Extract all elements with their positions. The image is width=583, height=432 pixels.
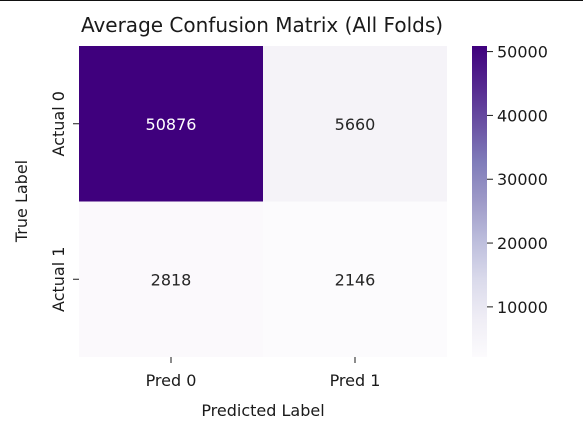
x-tick-label: Pred 1	[330, 371, 381, 390]
cell-value-label: 2818	[151, 270, 192, 289]
heatmap-cell	[79, 46, 263, 202]
x-tick-label: Pred 0	[146, 371, 197, 390]
colorbar-tick-label: 40000	[497, 106, 548, 125]
x-axis-ticks: Pred 0 Pred 1	[146, 357, 381, 390]
cell-value-label: 5660	[335, 115, 376, 134]
heatmap-grid: 50876 5660 2818 2146	[79, 46, 447, 357]
colorbar-gradient	[472, 46, 487, 357]
x-axis-label: Predicted Label	[201, 401, 324, 420]
y-axis-ticks: Actual 0 Actual 1	[49, 91, 79, 312]
colorbar-tick-label: 50000	[497, 43, 548, 62]
y-tick-label: Actual 1	[49, 247, 68, 312]
cell-value-label: 50876	[146, 115, 197, 134]
heatmap-cell	[79, 201, 263, 357]
heatmap-cell	[263, 201, 447, 357]
colorbar-tick-label: 10000	[497, 298, 548, 317]
heatmap-cell	[263, 46, 447, 202]
colorbar: 10000 20000 30000 40000 50000	[472, 43, 548, 357]
cell-value-label: 2146	[335, 270, 376, 289]
colorbar-ticks: 10000 20000 30000 40000 50000	[487, 43, 548, 317]
colorbar-tick-label: 30000	[497, 170, 548, 189]
y-axis-label: True Label	[12, 160, 31, 243]
y-tick-label: Actual 0	[49, 91, 68, 156]
colorbar-tick-label: 20000	[497, 234, 548, 253]
chart-title: Average Confusion Matrix (All Folds)	[81, 13, 443, 37]
